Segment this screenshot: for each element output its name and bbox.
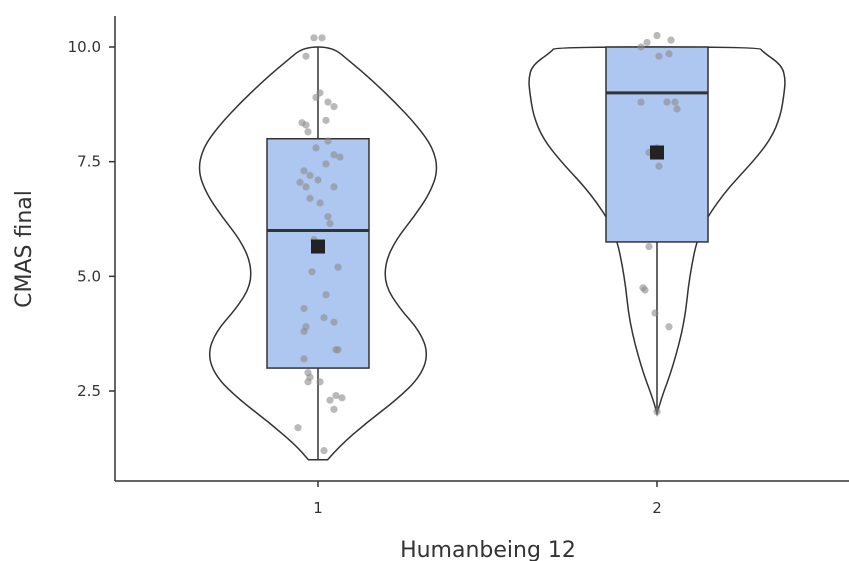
group-1	[198, 34, 438, 461]
data-point	[300, 167, 308, 175]
data-point	[314, 176, 322, 184]
data-point	[330, 405, 338, 413]
data-point	[326, 219, 334, 228]
ticks: 1 2 2.5 5.0 7.5 10.0	[68, 38, 662, 517]
data-point	[324, 213, 332, 221]
data-point	[304, 378, 312, 386]
data-point	[655, 162, 663, 170]
data-point	[336, 153, 344, 161]
data-point	[304, 128, 312, 136]
data-point	[302, 183, 310, 191]
data-point	[318, 34, 326, 42]
x-tick-label: 1	[313, 499, 323, 517]
data-point	[322, 160, 330, 168]
data-point	[673, 105, 681, 113]
data-point	[310, 34, 318, 42]
data-point	[663, 98, 671, 106]
y-axis-title: CMAS final	[12, 190, 37, 308]
data-point	[300, 304, 308, 313]
data-point	[330, 318, 338, 326]
data-point	[332, 391, 340, 400]
x-axis-title: Humanbeing 12	[400, 538, 576, 561]
data-point	[322, 291, 330, 299]
data-point	[637, 43, 645, 51]
data-point	[320, 447, 328, 455]
data-point	[655, 52, 663, 60]
plot-area	[198, 31, 786, 461]
group-2	[528, 31, 786, 417]
data-point	[302, 52, 310, 60]
data-point	[296, 178, 304, 186]
data-point	[641, 286, 649, 294]
data-point	[338, 394, 346, 402]
data-point	[294, 424, 302, 432]
data-point	[665, 50, 673, 58]
data-point	[330, 151, 338, 159]
mean-marker-1	[311, 239, 325, 254]
data-point	[653, 31, 661, 40]
data-point	[645, 242, 653, 251]
data-point	[312, 144, 320, 152]
data-point	[312, 93, 320, 102]
data-point	[667, 36, 675, 44]
data-point	[637, 98, 645, 106]
data-point	[324, 98, 332, 106]
data-point	[308, 268, 316, 276]
data-point	[324, 137, 332, 145]
x-tick-label: 2	[652, 499, 662, 517]
data-point	[665, 323, 673, 331]
data-point	[316, 199, 324, 207]
y-tick-label: 2.5	[77, 382, 101, 400]
y-tick-label: 10.0	[68, 38, 101, 56]
data-point	[651, 309, 659, 317]
mean-marker-2	[650, 145, 664, 160]
data-point	[316, 378, 324, 386]
data-point	[334, 263, 342, 271]
data-point	[330, 183, 338, 191]
data-point	[300, 355, 308, 363]
data-point	[330, 103, 338, 111]
y-tick-label: 5.0	[77, 267, 101, 285]
data-point	[302, 121, 310, 129]
axes	[114, 16, 849, 482]
data-point	[300, 327, 308, 335]
data-point	[671, 98, 679, 106]
data-point	[322, 116, 330, 124]
data-point	[653, 408, 661, 416]
data-point	[306, 194, 314, 202]
data-point	[643, 38, 651, 47]
data-point	[326, 396, 334, 404]
data-point	[306, 171, 314, 180]
y-tick-label: 7.5	[77, 153, 101, 171]
data-point	[334, 346, 342, 354]
data-point	[320, 314, 328, 322]
